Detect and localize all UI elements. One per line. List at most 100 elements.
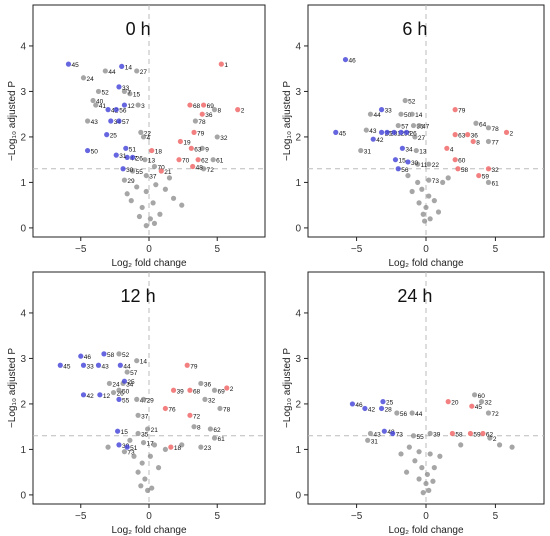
point-label: 34 [126,381,134,388]
data-point-ns [207,426,214,432]
data-point-ns [136,213,143,220]
data-point-ns [420,211,426,217]
point-label: 7 [127,89,131,96]
point-label: 46 [355,402,363,409]
y-axis-label: −Log₁₀ adjusted P [7,81,18,161]
data-point-up [449,430,455,437]
point-label: 28 [385,406,393,413]
point-label: 46 [348,58,356,65]
point-label: 17 [147,441,155,448]
point-label: 45 [475,404,483,411]
data-point-up [218,61,224,67]
y-tick-label: 2 [295,132,301,143]
point-label: 70 [182,158,190,165]
data-point-up [184,362,190,368]
point-label: 32 [491,167,499,174]
data-point-ns [135,430,141,437]
data-point-ns [394,410,400,416]
data-point-down [57,362,63,368]
point-label: 79 [458,108,466,115]
point-label: 52 [122,352,130,359]
data-point-ns [416,122,422,129]
data-point-up [455,166,461,172]
data-point-ns [199,145,205,151]
data-point-ns [398,111,404,117]
data-point-ns [409,410,415,416]
point-label: 69 [207,103,215,110]
x-tick-label: 5 [214,511,220,522]
point-label: 45 [63,363,71,370]
data-point-ns [402,97,408,104]
data-point-down [362,405,368,412]
point-label: 9 [205,146,209,153]
data-point-down [380,399,386,405]
point-label: 3 [141,103,145,110]
y-tick-label: 3 [295,354,301,365]
data-point-down [378,129,385,135]
plot-frame [307,4,545,238]
data-point-ns [149,485,155,491]
data-point-up [224,385,230,391]
data-point-ns [143,223,149,229]
data-point-ns [142,476,148,482]
point-label: 57 [130,370,138,377]
point-label: 33 [122,85,130,92]
point-label: 12 [103,393,111,400]
data-point-up [469,403,475,409]
data-point-ns [134,68,140,74]
data-point-up [465,132,471,138]
y-axis-label: −Log₁₀ adjusted P [282,348,293,428]
point-label: 37 [149,174,157,181]
data-point-ns [145,487,151,493]
data-point-ns [445,175,451,181]
point-label: 62 [201,158,209,165]
data-point-ns [179,442,185,448]
data-point-ns [142,157,148,163]
data-point-ns [496,442,503,448]
point-label: 22 [144,130,152,137]
data-point-down [398,129,404,135]
x-tick-label: −5 [75,244,87,255]
data-point-ns [151,220,158,226]
point-label: 55 [136,169,144,176]
data-point-ns [140,134,147,140]
data-point-up [168,444,174,450]
data-point-ns [398,451,404,457]
point-label: 72 [207,167,215,174]
point-label: 24 [112,381,120,388]
point-label: 30 [411,160,419,167]
point-label: 27 [140,69,148,76]
point-label: 44 [373,112,381,119]
point-label: 43 [369,128,377,135]
data-point-ns [134,358,140,364]
point-label: 79 [190,363,198,370]
point-label: 12 [127,103,135,110]
data-point-up [476,172,482,179]
data-point-down [115,428,121,434]
data-point-ns [157,211,163,217]
data-point-ns [403,469,410,475]
data-point-up [503,129,510,135]
data-point-up [190,163,196,170]
data-point-up [188,145,194,151]
data-point-down [116,396,122,402]
point-label: 63 [458,133,466,140]
data-point-ns [147,216,153,222]
point-label: 58 [107,352,115,359]
y-tick-label: 4 [20,308,26,319]
point-label: 26 [410,130,418,137]
data-point-ns [416,449,422,455]
point-label: 50 [122,388,130,395]
data-point-ns [419,186,425,192]
data-point-down [349,401,356,407]
data-point-ns [473,120,479,126]
data-point-down [95,362,102,368]
data-point-down [333,129,339,135]
data-point-ns [363,127,369,133]
point-label: 25 [110,133,118,140]
data-point-down [80,392,87,398]
data-point-ns [134,396,140,402]
point-label: 44 [108,69,116,76]
data-point-down [391,129,397,135]
